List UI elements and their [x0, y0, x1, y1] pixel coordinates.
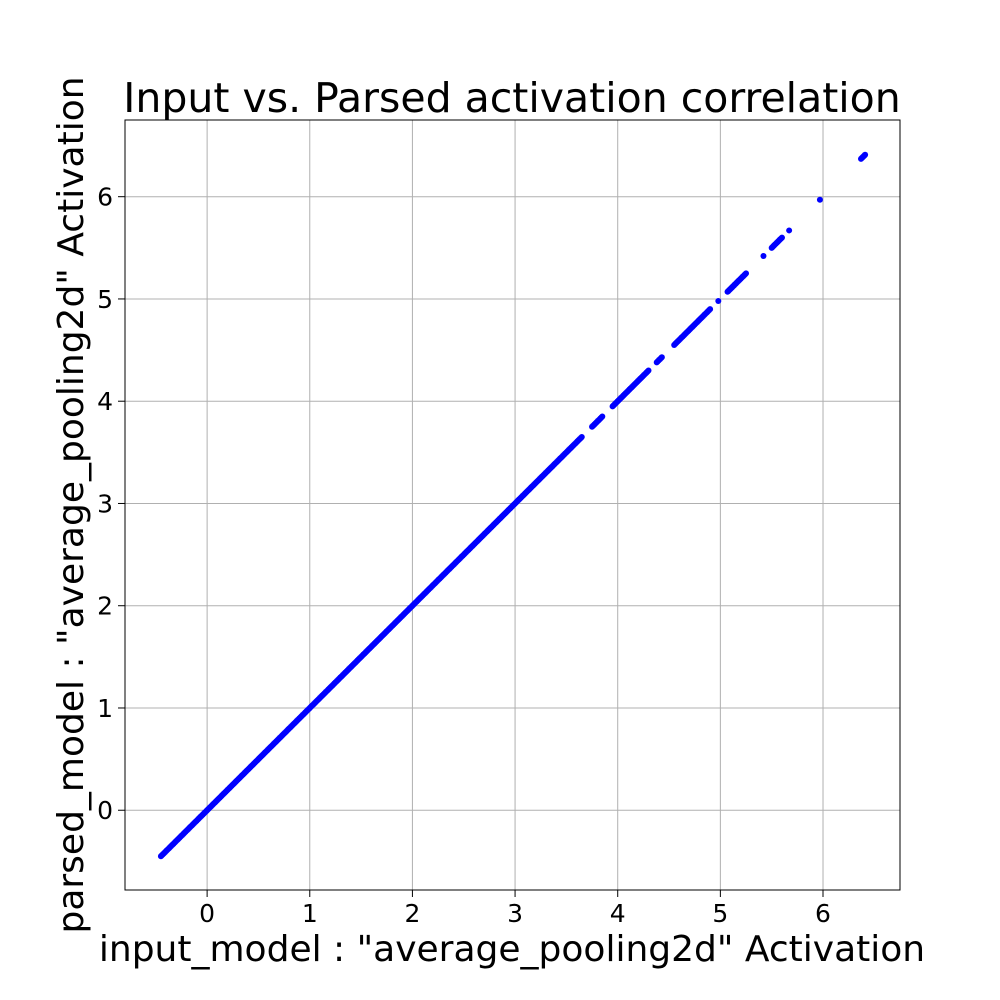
- y-tick-label: 5: [97, 285, 113, 314]
- scatter-point: [715, 297, 722, 304]
- y-tick-label: 3: [97, 489, 113, 518]
- chart-title: Input vs. Parsed activation correlation: [123, 74, 900, 122]
- x-axis-label: input_model : "average_pooling2d" Activa…: [99, 929, 925, 970]
- y-tick-label: 0: [97, 796, 113, 825]
- scatter-point: [645, 367, 652, 374]
- y-axis-label: parsed_model : "average_pooling2d" Activ…: [51, 76, 92, 933]
- x-tick-label: 2: [404, 899, 420, 928]
- x-tick-label: 0: [199, 899, 215, 928]
- scatter-point: [578, 433, 585, 440]
- x-tick-label: 4: [610, 899, 626, 928]
- y-tick-label: 4: [97, 387, 113, 416]
- scatter-point: [786, 227, 793, 234]
- x-tick-label: 6: [815, 899, 831, 928]
- x-axis-ticks: 0 1 2 3 4 5 6: [199, 890, 831, 928]
- x-tick-label: 5: [712, 899, 728, 928]
- scatter-point: [862, 151, 869, 158]
- grid-lines: [125, 120, 900, 890]
- x-tick-label: 1: [302, 899, 318, 928]
- scatter-point: [599, 413, 606, 420]
- data-points: [157, 151, 869, 860]
- y-tick-label: 6: [97, 183, 113, 212]
- y-tick-label: 1: [97, 694, 113, 723]
- y-axis-ticks: 0 1 2 3 4 5 6: [97, 183, 125, 825]
- scatter-point: [778, 234, 785, 241]
- scatter-point: [816, 196, 823, 203]
- scatter-point: [743, 270, 750, 277]
- x-tick-label: 3: [507, 899, 523, 928]
- scatter-point: [760, 253, 767, 260]
- scatter-point: [707, 306, 714, 313]
- y-tick-label: 2: [97, 592, 113, 621]
- scatter-point: [658, 354, 665, 361]
- plot-frame: [124, 119, 901, 891]
